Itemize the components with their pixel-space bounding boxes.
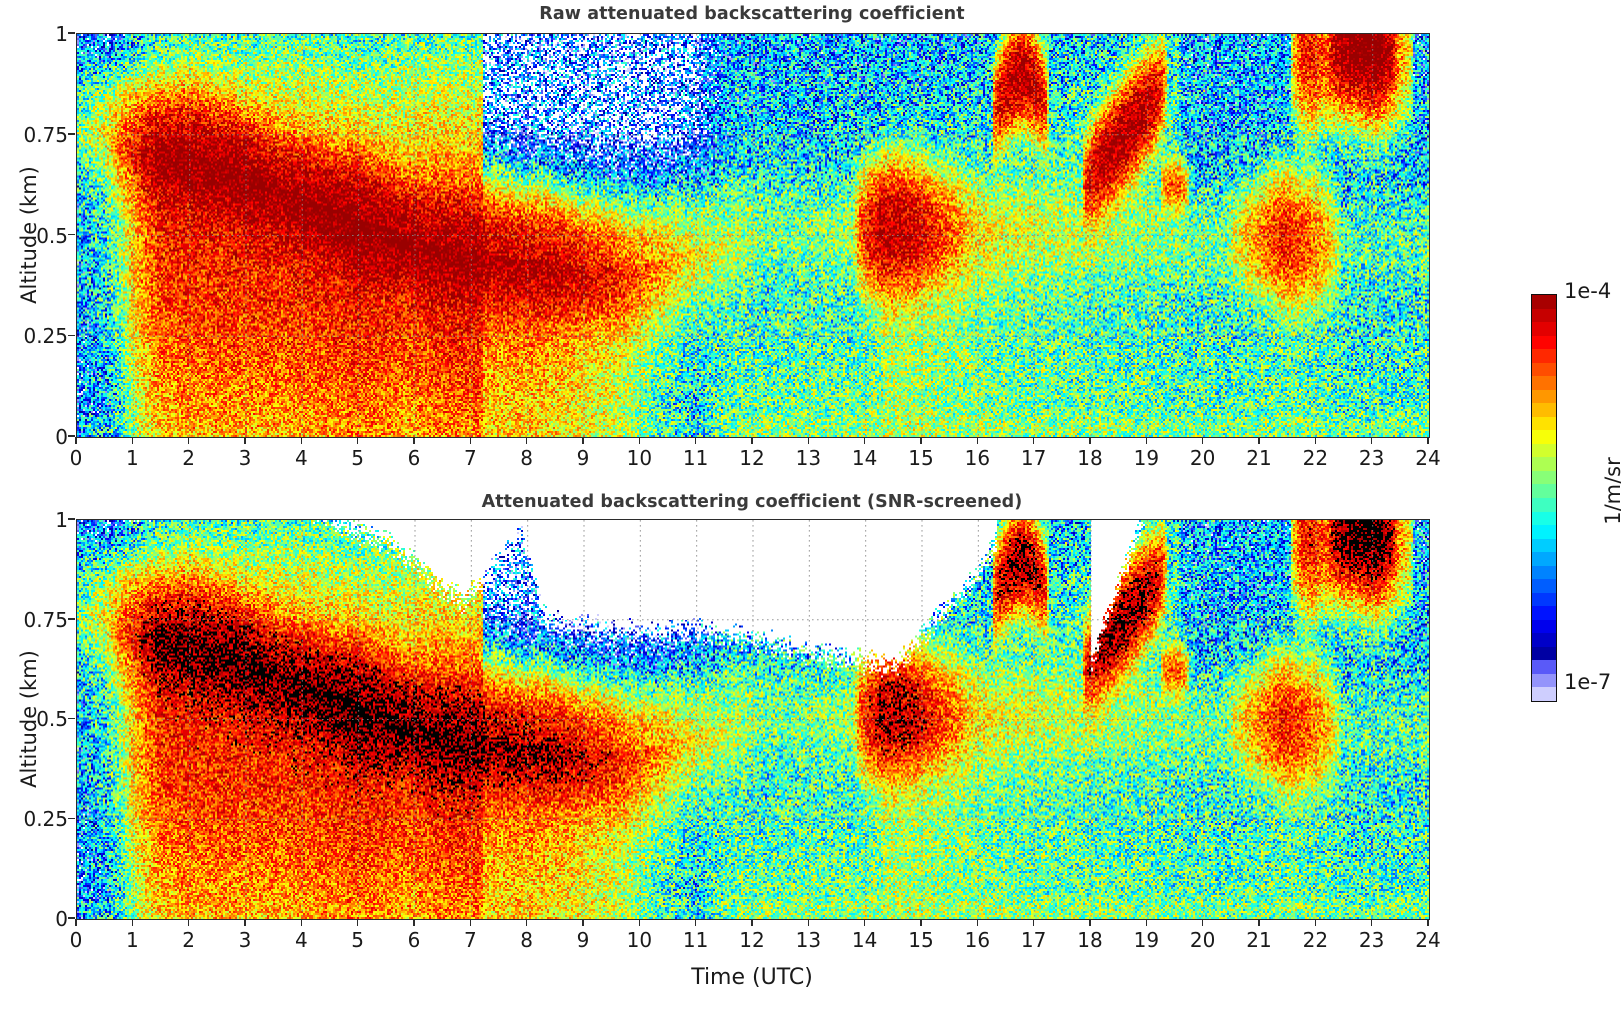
colorbar-group: 1e-4 1e-7 1/m/sr [1440,0,1621,1020]
ytick-raw-0: 1 [55,22,68,46]
panel-screened-title: Attenuated backscattering coefficient (S… [481,492,1023,512]
colorbar-max-label: 1e-4 [1564,279,1612,303]
ylabel-raw: Altitude (km) [17,166,41,304]
panel-screened: Attenuated backscattering coefficient (S… [0,486,1500,1020]
ytick-scr-2: 0.5 [36,707,68,731]
colorbar-min-label: 1e-7 [1564,670,1612,694]
ytick-scr-1: 0.75 [23,608,68,632]
plot-area-screened[interactable] [76,519,1430,920]
ytick-raw-3: 0.25 [23,324,68,348]
ytick-raw-1: 0.75 [23,123,68,147]
xlabel-time: Time (UTC) [691,965,813,990]
panel-raw: Raw attenuated backscattering coefficien… [0,0,1500,480]
ylabel-screened: Altitude (km) [17,650,41,788]
panel-raw-title: Raw attenuated backscattering coefficien… [539,4,965,24]
ytick-scr-0: 1 [55,508,68,532]
ytick-raw-2: 0.5 [36,224,68,248]
ytick-scr-4: 0 [55,907,68,931]
ytick-scr-3: 0.25 [23,807,68,831]
colorbar-unit-label: 1/m/sr [1601,457,1621,525]
colorbar[interactable] [1531,294,1557,702]
ytick-raw-4: 0 [55,425,68,449]
plot-area-raw[interactable] [76,33,1430,438]
